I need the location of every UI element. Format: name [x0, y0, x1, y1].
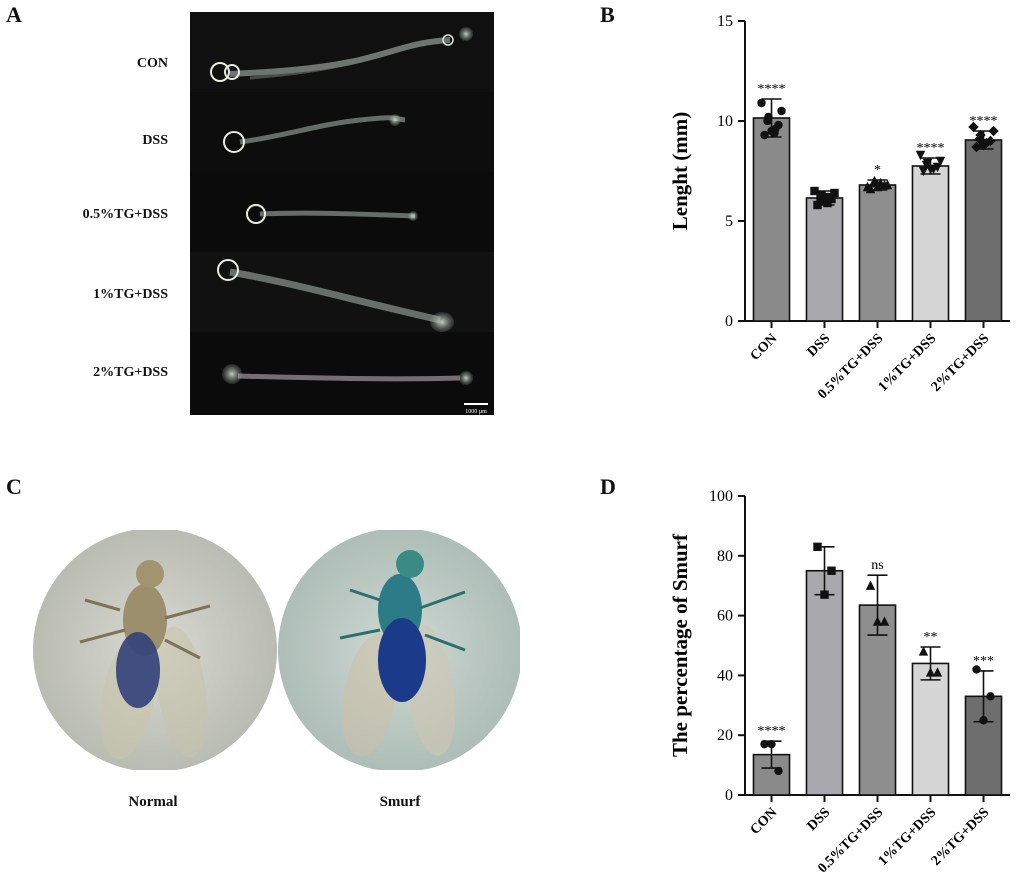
fly-photos — [33, 530, 520, 770]
bar — [858, 604, 897, 796]
y-tick-label: 100 — [709, 488, 733, 505]
data-point — [771, 124, 780, 134]
data-point — [774, 766, 783, 776]
significance-label: *** — [973, 654, 994, 669]
significance-label: ns — [871, 558, 883, 573]
data-point — [862, 181, 873, 192]
gut-label-dss: DSS — [142, 133, 168, 148]
x-tick-label: CON — [748, 331, 781, 364]
data-point — [979, 716, 988, 725]
data-point — [813, 200, 822, 210]
gut-label-1tg: 1%TG+DSS — [93, 287, 168, 302]
gut-dss — [223, 114, 406, 153]
scale-bar-label: 1000 µm — [465, 409, 487, 415]
y-tick-label: 0 — [725, 313, 733, 330]
significance-label: **** — [917, 141, 945, 156]
gut-label-con: CON — [136, 56, 168, 71]
y-tick-label: 0 — [725, 787, 733, 804]
y-tick-label: 20 — [717, 727, 733, 744]
data-point — [764, 112, 773, 122]
x-tick-label: 2%TG+DSS — [929, 331, 993, 395]
x-tick-label: DSS — [805, 805, 834, 834]
data-point — [869, 175, 880, 186]
gut-micrograph: 1000 µm — [190, 12, 494, 415]
y-tick-label: 5 — [725, 213, 733, 230]
y-tick-label: 10 — [717, 113, 733, 130]
data-point — [986, 692, 995, 701]
y-tick-label: 15 — [717, 13, 733, 30]
x-tick-label: CON — [748, 805, 781, 838]
panel-label-d: D — [600, 474, 616, 499]
fly-smurf-photo — [278, 530, 520, 770]
data-point — [935, 156, 946, 167]
data-point — [820, 590, 829, 599]
y-tick-label: 60 — [717, 608, 733, 625]
data-point — [922, 158, 933, 169]
data-point — [824, 192, 833, 202]
data-point — [760, 130, 769, 140]
x-tick-label: 2%TG+DSS — [929, 805, 993, 869]
significance-label: * — [874, 163, 881, 178]
data-point — [760, 739, 769, 749]
gut-con — [210, 27, 473, 82]
panel-label-c: C — [6, 474, 22, 499]
bar — [911, 662, 950, 796]
data-point — [918, 166, 929, 177]
bar — [964, 139, 1003, 322]
fly-label-normal: Normal — [128, 794, 178, 810]
y-axis-label: Lenght (mm) — [668, 112, 692, 230]
data-point — [928, 164, 939, 175]
data-point — [981, 137, 992, 149]
data-point — [777, 106, 786, 116]
y-axis-label: The percentage of Smurf — [668, 533, 692, 757]
data-point — [827, 566, 836, 575]
bar — [752, 117, 791, 322]
y-tick-label: 40 — [717, 667, 733, 684]
data-point — [813, 542, 822, 552]
data-point — [985, 135, 996, 147]
gut-2tg — [222, 364, 473, 385]
data-point — [915, 150, 926, 161]
bar — [805, 569, 844, 796]
data-point — [975, 129, 986, 141]
y-tick-label: 80 — [717, 548, 733, 565]
data-point — [865, 580, 876, 590]
data-point — [918, 646, 929, 656]
panel-label-b: B — [600, 2, 615, 27]
data-point — [882, 179, 893, 190]
gut-1tg — [217, 259, 454, 332]
gut-label-2tg: 2%TG+DSS — [93, 365, 168, 380]
significance-label: **** — [758, 82, 786, 97]
significance-label: **** — [970, 114, 998, 129]
data-point — [879, 616, 890, 626]
data-point — [757, 98, 766, 108]
x-tick-label: DSS — [805, 331, 834, 360]
data-point — [875, 177, 886, 188]
bar — [858, 184, 897, 322]
gut-micrograph-drawing: 1000 µm — [190, 12, 494, 415]
data-point — [830, 188, 839, 198]
smurf-percentage-chart: 0 20 40 60 80 100 The percentage of Smurf **** C… — [668, 488, 1010, 876]
data-point — [971, 141, 982, 153]
data-point — [767, 739, 776, 749]
data-point — [872, 616, 883, 626]
bar — [911, 165, 950, 322]
gut-label-0.5tg: 0.5%TG+DSS — [82, 207, 168, 222]
significance-label: **** — [758, 724, 786, 739]
data-point — [932, 667, 943, 677]
fly-label-smurf: Smurf — [379, 794, 421, 810]
bar — [805, 197, 844, 322]
data-point — [817, 190, 826, 200]
gut-0.5tg — [246, 204, 418, 224]
data-point — [988, 125, 999, 137]
data-point — [972, 665, 981, 674]
data-point — [925, 667, 936, 677]
panel-label-a: A — [6, 2, 22, 27]
data-point — [810, 186, 819, 196]
fly-normal-photo — [33, 530, 277, 770]
significance-label: ** — [924, 630, 938, 645]
data-point — [823, 198, 832, 208]
data-point — [968, 121, 979, 133]
